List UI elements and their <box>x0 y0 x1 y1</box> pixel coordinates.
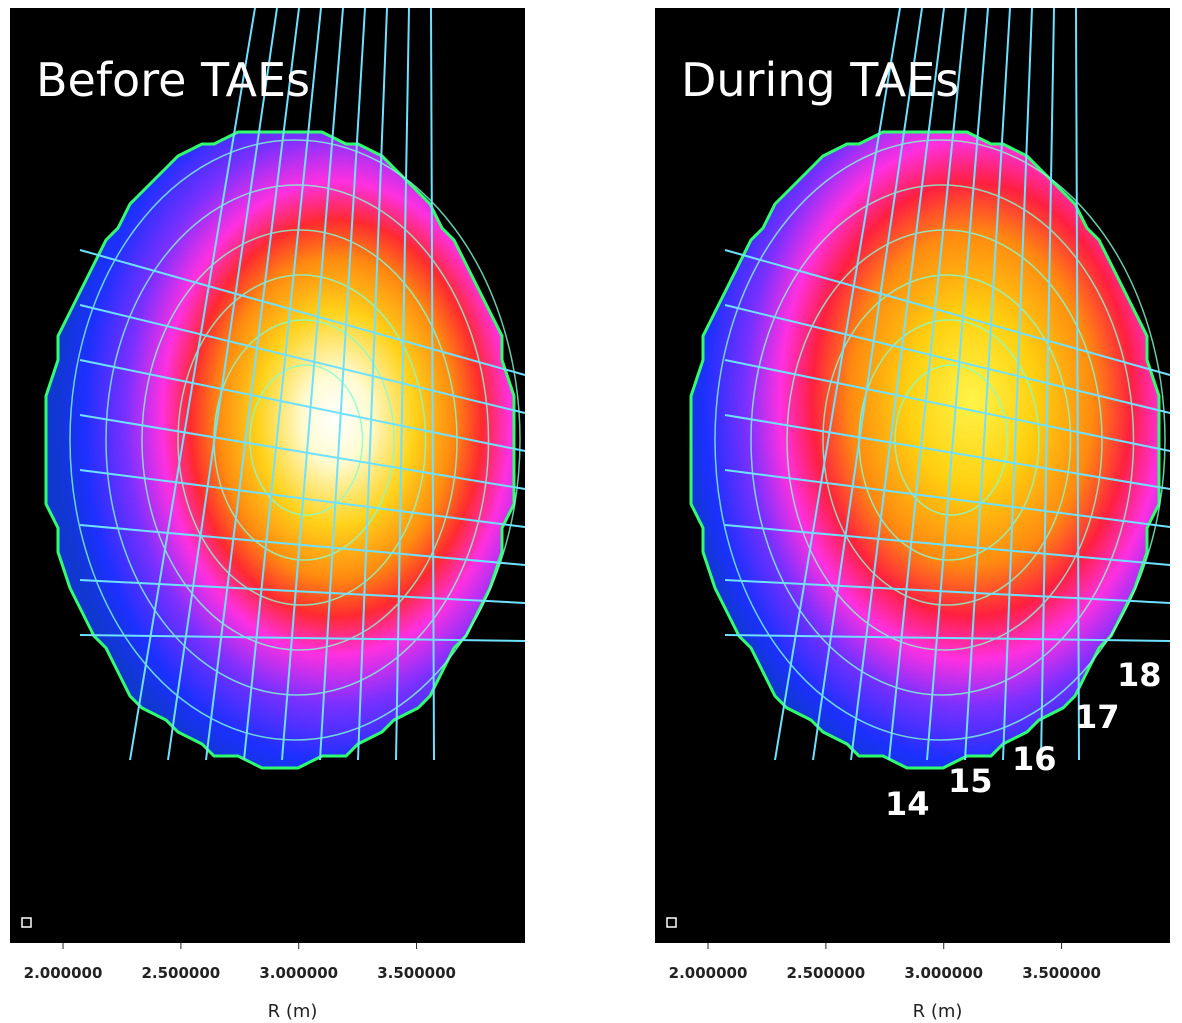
channel-label: 15 <box>948 762 993 800</box>
channel-label: 18 <box>1117 656 1162 694</box>
panel-title: Before TAEs <box>36 53 310 107</box>
x-tick-label: 3.000000 <box>259 964 338 982</box>
figure: Before TAEs 2.000000 2.500000 3.000000 3.500… <box>0 0 1182 1023</box>
x-tick-label: 3.000000 <box>904 964 983 982</box>
x-tick-label: 2.500000 <box>786 964 865 982</box>
channel-label: 17 <box>1075 698 1120 736</box>
x-axis-label: R (m) <box>913 1001 963 1022</box>
panel: During TAEs 2.000000 2.500000 3.000000 3.500… <box>655 8 1170 1022</box>
panel: Before TAEs 2.000000 2.500000 3.000000 3.500… <box>10 8 525 1022</box>
channel-label: 14 <box>885 785 930 823</box>
x-tick-label: 2.000000 <box>24 964 103 982</box>
x-tick-label: 3.500000 <box>377 964 456 982</box>
x-tick-label: 3.500000 <box>1022 964 1101 982</box>
x-tick-label: 2.500000 <box>141 964 220 982</box>
x-tick-label: 2.000000 <box>669 964 748 982</box>
x-axis-label: R (m) <box>268 1001 318 1022</box>
panel-title: During TAEs <box>681 53 959 107</box>
channel-label: 16 <box>1012 740 1057 778</box>
